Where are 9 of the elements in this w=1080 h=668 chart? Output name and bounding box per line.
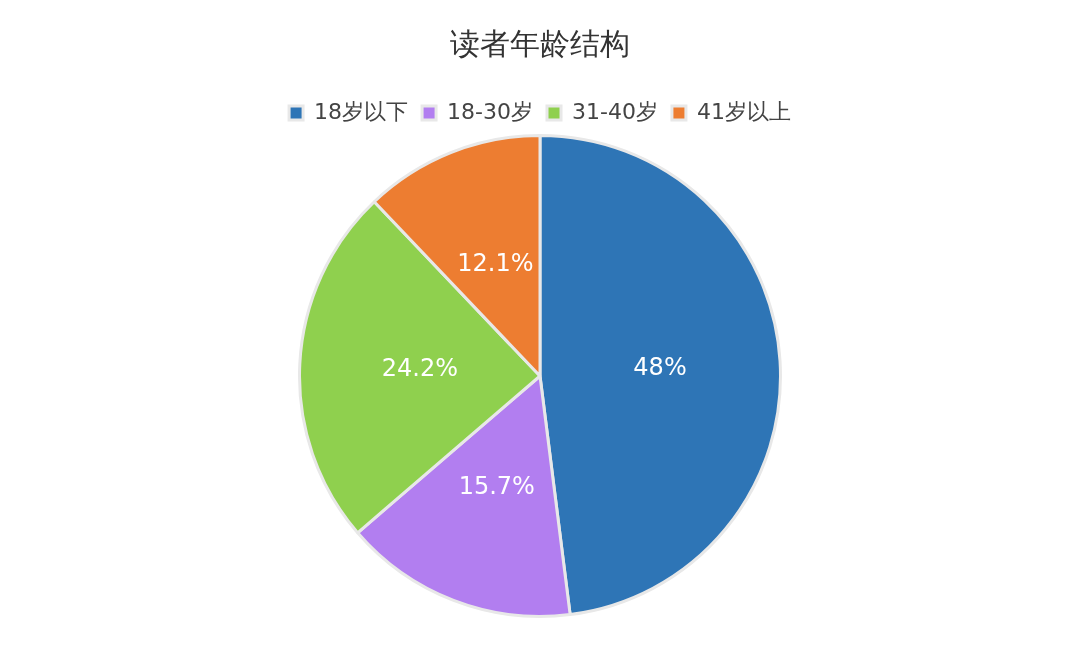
data-label: 24.2% — [381, 354, 459, 383]
chart-title: 读者年龄结构 — [450, 25, 630, 61]
data-label: 48% — [633, 352, 687, 381]
legend-label: 41岁以上 — [696, 98, 791, 124]
legend-label: 18-30岁 — [447, 98, 534, 124]
legend-label: 18岁以下 — [314, 98, 409, 124]
legend-label: 31-40岁 — [572, 98, 658, 124]
data-label: 15.7% — [458, 472, 535, 501]
data-label: 12.1% — [457, 248, 534, 277]
